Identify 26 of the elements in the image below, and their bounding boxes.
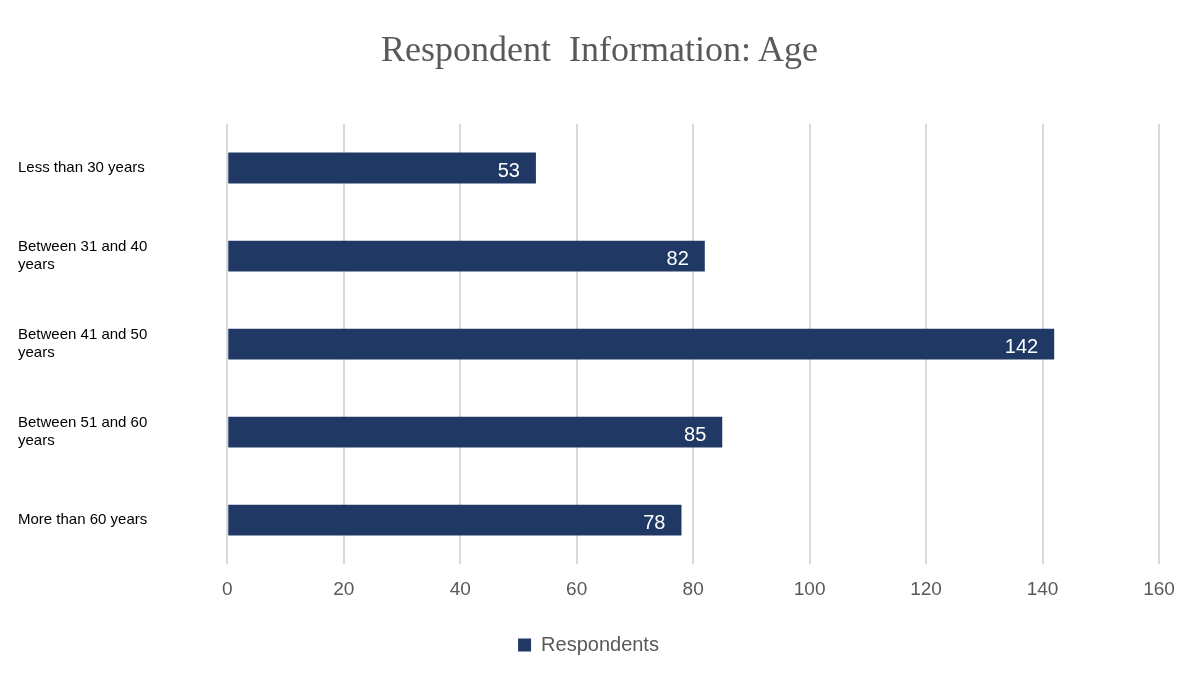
chart-title: Respondent Information: Age (380, 28, 819, 70)
data-label: 142 (1004, 334, 1039, 357)
x-tick-label: 100 (793, 577, 826, 599)
x-tick-label: 60 (566, 577, 588, 599)
bar (228, 504, 682, 536)
bar (228, 152, 536, 184)
y-tick-label: Less than 30 years (18, 158, 145, 176)
bar (228, 240, 705, 272)
data-label: 78 (643, 510, 666, 533)
bar (228, 416, 723, 448)
legend-label: Respondents (541, 632, 659, 655)
bar (228, 328, 1055, 360)
y-tick-label: More than 60 years (18, 510, 148, 528)
x-tick-label: 120 (910, 577, 942, 599)
x-tick-label: 140 (1026, 577, 1059, 599)
x-tick-label: 80 (682, 577, 704, 599)
y-tick-label: Between 51 and 60 years (18, 413, 148, 449)
data-label: 82 (666, 246, 689, 269)
x-tick-label: 20 (333, 577, 355, 599)
x-tick-label: 0 (221, 577, 233, 599)
data-label: 53 (497, 158, 520, 181)
x-tick-label: 40 (449, 577, 471, 599)
y-tick-label: Between 31 and 40 years (18, 237, 148, 273)
y-tick-label: Between 41 and 50 years (18, 325, 148, 361)
data-label: 85 (684, 422, 707, 445)
x-tick-label: 160 (1143, 577, 1175, 599)
